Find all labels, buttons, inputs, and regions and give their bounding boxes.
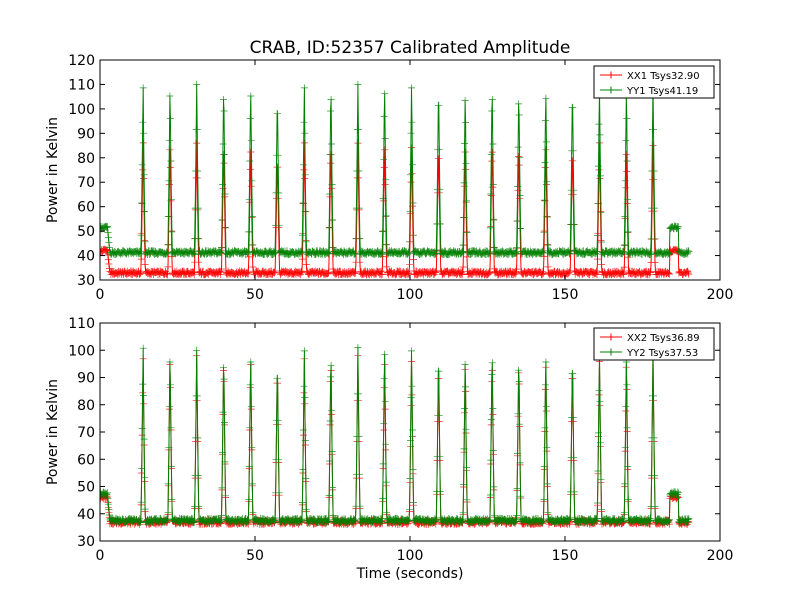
legend-label: YY2 Tsys37.53 [626,348,698,359]
y-tick-label: 90 [77,371,95,387]
y-tick-label: 40 [77,507,95,523]
x-tick-label: 50 [246,548,264,564]
y-tick-label: 50 [77,224,95,240]
legend-box [593,327,715,361]
y-tick-label: 110 [68,77,95,93]
x-tick-label: 0 [96,287,105,303]
y-axis-label: Power in Kelvin [45,379,61,485]
y-tick-label: 80 [77,398,95,414]
legend-marker [607,86,615,94]
y-tick-label: 40 [77,249,95,265]
series-markers-2 [100,344,693,527]
y-tick-label: 70 [77,175,95,191]
x-tick-label: 150 [552,548,579,564]
series-markers-1 [100,139,693,279]
y-tick-label: 50 [77,480,95,496]
series-layer [100,80,693,279]
y-axis-label: Power in Kelvin [45,117,61,223]
y-tick-label: 100 [68,102,95,118]
x-tick-label: 200 [707,548,734,564]
legend-marker [607,333,615,341]
x-tick-label: 150 [552,287,579,303]
legend-label: YY1 Tsys41.19 [626,86,698,97]
legend-marker [607,348,615,356]
x-tick-label: 200 [707,287,734,303]
x-tick-label: 100 [397,287,424,303]
series-layer [100,344,693,528]
x-axis-label: Time (seconds) [356,566,464,582]
legend-label: XX2 Tsys36.89 [627,333,700,344]
bottom-panel: 0 50 100 150 200 30 40 50 60 70 80 90 100 110 Power in… [45,316,733,582]
series-markers-2 [100,80,693,259]
x-tick-label: 0 [96,548,105,564]
chart-title: CRAB, ID:52357 Calibrated Amplitude [250,38,571,58]
y-tick-label: 30 [77,273,95,289]
y-tick-label: 120 [68,53,95,69]
y-tick-label: 60 [77,200,95,216]
x-tick-label: 100 [397,548,424,564]
y-tick-label: 110 [68,316,95,332]
y-tick-label: 80 [77,151,95,167]
top-panel: 0 50 100 150 200 30 40 50 60 70 80 90 100 110 120 Power… [45,53,733,303]
y-tick-label: 60 [77,452,95,468]
legend-box [593,65,715,99]
legend-marker [607,71,615,79]
x-tick-label: 50 [246,287,264,303]
y-tick-label: 90 [77,126,95,142]
y-tick-label: 30 [77,534,95,550]
legend-label: XX1 Tsys32.90 [627,71,700,82]
y-tick-label: 100 [68,343,95,359]
y-tick-label: 70 [77,425,95,441]
